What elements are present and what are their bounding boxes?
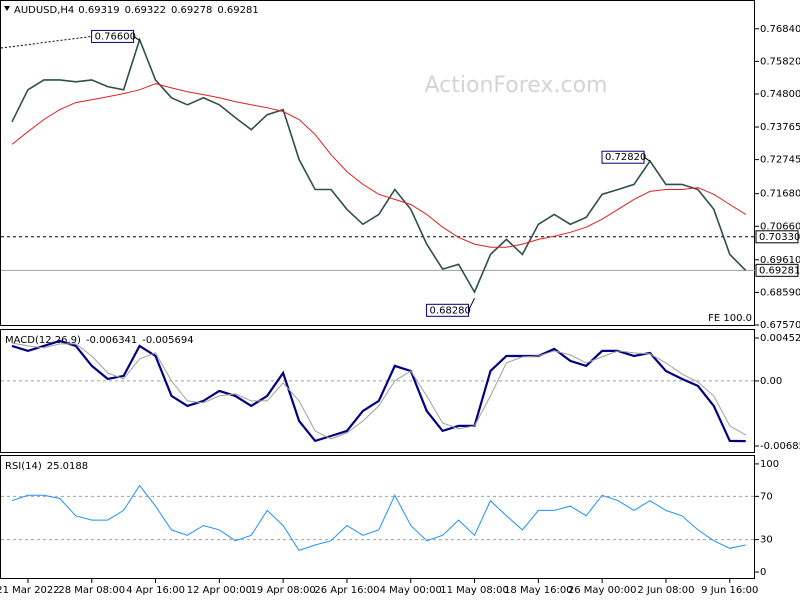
series-line	[11, 37, 747, 294]
annotation-label: 0.68280	[430, 305, 471, 316]
price-panel-frame	[0, 0, 755, 326]
y-tick-label: 100	[760, 459, 779, 470]
annotation-leader	[468, 298, 475, 311]
panel-title: AUDUSD,H4	[14, 5, 74, 16]
y-tick-label: 0.75820	[760, 56, 800, 67]
series-line	[11, 342, 746, 440]
y-tick-label: 0.72745	[760, 155, 800, 166]
series-line	[11, 484, 746, 551]
y-tick-label: 0.70660	[760, 221, 800, 232]
y-tick-label: 0.69610	[760, 255, 800, 266]
x-tick-label: 19 Apr 08:00	[251, 585, 316, 596]
annotation-label: 0.72820	[605, 152, 646, 163]
y-tick-label: 0.00	[760, 376, 782, 387]
watermark: ActionForex.com	[425, 73, 608, 98]
y-tick-label: 0.74800	[760, 89, 800, 100]
level-label: 0.69281	[759, 265, 800, 276]
x-tick-label: 26 May 00:00	[568, 585, 637, 596]
header-value: -0.006341	[86, 335, 137, 346]
x-tick-label: 2 Jun 08:00	[637, 585, 694, 596]
header-value: 0.69319	[78, 5, 119, 16]
x-tick-label: 4 Apr 16:00	[126, 585, 185, 596]
y-tick-label: 70	[760, 491, 773, 502]
x-tick-label: 26 Apr 16:00	[314, 585, 379, 596]
x-tick-label: 11 May 08:00	[440, 585, 509, 596]
x-tick-label: 21 Mar 2022	[0, 585, 60, 596]
panel-title: RSI(14)	[5, 461, 42, 472]
y-tick-label: 0.71680	[760, 189, 800, 200]
panel-header: RSI(14) 25.0188	[5, 461, 88, 472]
header-value: 0.69281	[217, 5, 258, 16]
y-tick-label: 0.76840	[760, 24, 800, 35]
header-value: 25.0188	[47, 461, 88, 472]
header-value: 0.69322	[125, 5, 166, 16]
y-tick-label: 0.73765	[760, 122, 800, 133]
macd-panel-frame	[0, 329, 755, 453]
x-tick-label: 4 May 00:00	[380, 585, 442, 596]
x-tick-label: 9 Jun 16:00	[701, 585, 758, 596]
annotation-label: 0.76600	[95, 31, 136, 42]
series-line	[11, 339, 746, 443]
level-label: 0.70330	[759, 232, 800, 243]
annotation-leader	[133, 36, 140, 41]
x-tick-label: 12 Apr 00:00	[187, 585, 252, 596]
x-tick-label: 18 May 16:00	[504, 585, 573, 596]
panel-header: MACD(12,26,9) -0.006341 -0.005694	[5, 335, 194, 346]
y-tick-label: 0.67570	[760, 320, 800, 331]
level-label-box	[755, 263, 799, 277]
y-tick-label: 0.68590	[760, 287, 800, 298]
panel-header: AUDUSD,H4 0.69319 0.69322 0.69278 0.69281	[14, 5, 259, 16]
menu-icon	[4, 6, 10, 11]
level-label-box	[755, 230, 799, 244]
trend-line	[0, 35, 92, 49]
series-line	[11, 83, 746, 248]
rsi-panel-frame	[0, 455, 755, 579]
annotation-leader	[643, 156, 651, 162]
header-value: -0.005694	[142, 335, 193, 346]
y-tick-label: -0.006859	[760, 441, 800, 452]
y-tick-label: 0	[760, 567, 766, 578]
y-tick-label: 30	[760, 535, 773, 546]
x-tick-label: 28 Mar 08:00	[58, 585, 125, 596]
header-value: 0.69278	[171, 5, 212, 16]
y-tick-label: 0.004523	[760, 333, 800, 344]
panel-title: MACD(12,26,9)	[5, 335, 81, 346]
fe-label: FE 100.0	[708, 313, 752, 324]
